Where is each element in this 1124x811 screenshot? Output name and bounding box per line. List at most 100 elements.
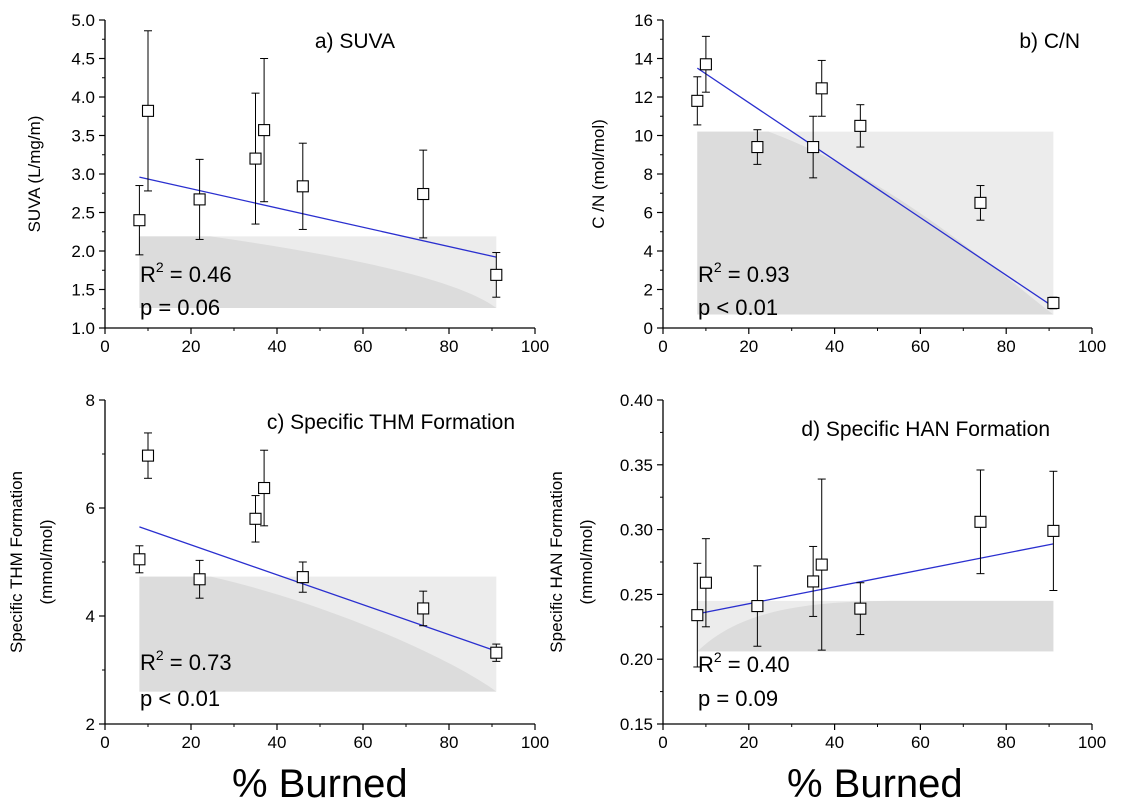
point-marker bbox=[699, 576, 712, 589]
r-squared-superscript: 2 bbox=[156, 259, 164, 275]
r-squared-superscript: 2 bbox=[714, 649, 722, 665]
regression-line bbox=[696, 67, 1054, 308]
x-tick-label: 20 bbox=[182, 733, 201, 752]
r-squared-symbol: R bbox=[140, 650, 156, 675]
data-point bbox=[490, 252, 503, 298]
y-tick-label: 3.0 bbox=[71, 165, 95, 184]
data-point bbox=[854, 104, 867, 148]
r-squared-symbol: R bbox=[698, 262, 714, 287]
panel-b: 0 20 40 60 80 100 0 2 4 6 8 10 12 14 16 C /N (mol/mol) b… bbox=[589, 11, 1106, 356]
x-tick-label: 80 bbox=[997, 337, 1016, 356]
point-marker bbox=[490, 268, 503, 281]
x-tick-label: 80 bbox=[440, 337, 459, 356]
point-marker bbox=[854, 119, 867, 132]
x-tick-label: 20 bbox=[739, 337, 758, 356]
data-point bbox=[699, 35, 712, 93]
data-point bbox=[258, 449, 271, 527]
r-squared-value: = 0.73 bbox=[164, 650, 232, 675]
data-point bbox=[974, 469, 987, 575]
y-tick-label: 16 bbox=[634, 11, 653, 30]
point-marker bbox=[133, 214, 146, 227]
data-point bbox=[815, 478, 828, 651]
y-axis-label: SUVA (L/mg/m) bbox=[25, 116, 44, 233]
r-squared-symbol: R bbox=[698, 652, 714, 677]
y-tick-label: 6 bbox=[644, 204, 653, 223]
x-tick-label: 100 bbox=[521, 337, 549, 356]
x-tick-label: 40 bbox=[268, 337, 287, 356]
point-marker bbox=[249, 152, 262, 165]
y-tick-label: 6 bbox=[86, 499, 95, 518]
data-point bbox=[417, 149, 430, 239]
point-marker bbox=[133, 553, 146, 566]
data-point bbox=[141, 30, 155, 192]
point-marker bbox=[807, 575, 820, 588]
x-tick-label: 60 bbox=[911, 337, 930, 356]
data-point bbox=[691, 76, 704, 126]
x-tick-label: 40 bbox=[268, 733, 287, 752]
point-marker bbox=[1047, 524, 1060, 537]
x-tick-label: 0 bbox=[100, 733, 109, 752]
y-tick-label: 0.25 bbox=[620, 585, 653, 604]
p-value-annotation: p < 0.01 bbox=[140, 686, 220, 711]
y-tick-label: 2.5 bbox=[71, 204, 95, 223]
data-point bbox=[296, 561, 309, 593]
p-value-annotation: p = 0.06 bbox=[140, 295, 220, 320]
y-tick-label: 0.30 bbox=[620, 521, 653, 540]
point-marker bbox=[249, 512, 262, 525]
panel-d: 0 20 40 60 80 100 0.15 0.20 0.25 0.30 0.35 0.40 Spec… bbox=[547, 391, 1106, 752]
y-tick-label: 2 bbox=[86, 715, 95, 734]
data-point bbox=[691, 562, 704, 668]
y-tick-label: 2 bbox=[644, 281, 653, 300]
y-tick-label: 4.0 bbox=[71, 88, 95, 107]
y-axis-label-units: (mmol/mol) bbox=[577, 520, 596, 605]
y-tick-label: 0.20 bbox=[620, 650, 653, 669]
data-point bbox=[807, 115, 820, 179]
y-tick-label: 8 bbox=[86, 391, 95, 410]
y-tick-label: 4 bbox=[644, 242, 653, 261]
p-value-annotation: p < 0.01 bbox=[698, 295, 778, 320]
data-point bbox=[815, 59, 828, 117]
point-marker bbox=[193, 193, 206, 206]
point-marker bbox=[815, 82, 828, 95]
point-marker bbox=[974, 196, 987, 209]
x-tick-label: 80 bbox=[440, 733, 459, 752]
y-axis-label: Specific THM Formation bbox=[7, 471, 26, 653]
y-tick-label: 0.40 bbox=[620, 391, 653, 410]
p-value-annotation: p = 0.09 bbox=[698, 686, 778, 711]
confidence-band-dark bbox=[697, 131, 1054, 315]
r-squared-superscript: 2 bbox=[714, 259, 722, 275]
panel-title: d) Specific HAN Formation bbox=[801, 418, 1050, 441]
r-squared-symbol: R bbox=[140, 262, 156, 287]
r-squared-annotation: R2 = 0.46 bbox=[140, 259, 232, 287]
data-point bbox=[854, 582, 867, 636]
data-point bbox=[296, 142, 309, 230]
point-marker bbox=[751, 141, 764, 154]
x-tick-label: 60 bbox=[354, 733, 373, 752]
point-marker bbox=[490, 646, 503, 659]
x-tick-label: 60 bbox=[911, 733, 930, 752]
y-tick-label: 2.0 bbox=[71, 242, 95, 261]
y-tick-label: 1.0 bbox=[71, 319, 95, 338]
point-marker bbox=[751, 600, 764, 613]
data-point bbox=[699, 538, 712, 628]
y-tick-label: 3.5 bbox=[71, 127, 95, 146]
data-point bbox=[751, 129, 764, 165]
y-axis-label: C /N (mol/mol) bbox=[589, 119, 608, 229]
point-marker bbox=[691, 609, 704, 622]
point-marker bbox=[141, 104, 155, 117]
data-point bbox=[807, 545, 820, 617]
point-marker bbox=[807, 141, 820, 154]
y-tick-label: 10 bbox=[634, 127, 653, 146]
y-tick-label: 14 bbox=[634, 50, 653, 69]
point-marker bbox=[691, 94, 704, 107]
data-point bbox=[141, 432, 155, 479]
x-tick-label: 20 bbox=[182, 337, 201, 356]
x-tick-label: 100 bbox=[1078, 337, 1106, 356]
r-squared-superscript: 2 bbox=[156, 647, 164, 663]
y-tick-label: 1.5 bbox=[71, 281, 95, 300]
y-tick-label: 8 bbox=[644, 165, 653, 184]
x-tick-label: 100 bbox=[521, 733, 549, 752]
y-tick-label: 4 bbox=[86, 607, 95, 626]
point-marker bbox=[1047, 296, 1060, 310]
x-tick-label: 20 bbox=[739, 733, 758, 752]
